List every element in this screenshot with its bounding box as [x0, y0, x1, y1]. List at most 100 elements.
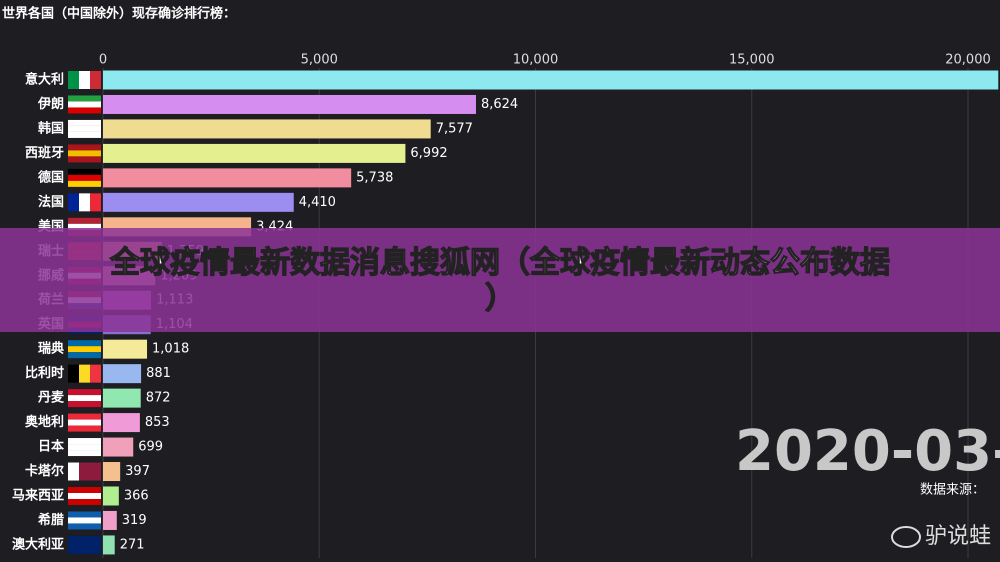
- y-tick-label: 卡塔尔: [25, 463, 64, 479]
- y-tick-label: 日本: [38, 439, 64, 455]
- value-label: 1,018: [152, 342, 189, 357]
- flag: [68, 168, 101, 175]
- date-label: 2020-03-1: [735, 419, 1000, 484]
- flag: [68, 180, 101, 187]
- flag: [68, 450, 101, 457]
- value-label: 366: [124, 488, 149, 503]
- source: 数据来源：: [920, 483, 985, 498]
- bar: [103, 413, 140, 433]
- bar: [103, 364, 142, 384]
- flag: [79, 193, 90, 212]
- bar: [103, 388, 141, 408]
- y-tick-label: 德国: [38, 169, 64, 185]
- flag: [68, 352, 101, 359]
- x-tick-label: 20,000: [945, 53, 991, 68]
- flag: [68, 346, 101, 353]
- flag: [90, 193, 101, 212]
- value-label: 853: [145, 415, 170, 430]
- flag: [68, 101, 101, 108]
- flag: [68, 438, 101, 445]
- flag: [68, 144, 101, 151]
- bar: [103, 462, 121, 482]
- bar: [103, 119, 431, 139]
- bar: [103, 486, 119, 506]
- flag: [68, 462, 79, 481]
- value-label: 8,624: [481, 97, 518, 112]
- flag: [68, 174, 101, 181]
- flag: [68, 193, 79, 212]
- flag: [68, 395, 101, 402]
- flag: [79, 364, 90, 383]
- chart-title: 世界各国（中国除外）现存确诊排行榜：: [2, 6, 236, 22]
- y-tick-label: 西班牙: [25, 145, 64, 161]
- banner-text: 全球疫情最新数据消息搜狐网（全球疫情最新动态公布数据: [109, 246, 890, 281]
- y-tick-label: 比利时: [25, 365, 64, 381]
- bar: [103, 70, 999, 90]
- flag: [68, 107, 101, 114]
- bar: [103, 535, 115, 555]
- bar: [103, 192, 294, 212]
- flag: [90, 364, 101, 383]
- x-tick-label: 15,000: [729, 53, 775, 68]
- value-label: 881: [146, 366, 171, 381]
- banner: [0, 228, 1000, 332]
- flag: [68, 535, 101, 542]
- y-tick-label: 伊朗: [37, 96, 64, 112]
- flag: [68, 401, 101, 408]
- flag: [68, 492, 101, 499]
- banner-text: ）: [485, 282, 515, 317]
- flag: [68, 517, 101, 524]
- bar: [103, 168, 352, 188]
- flag: [79, 71, 90, 89]
- flag: [68, 340, 101, 347]
- bar: [103, 94, 476, 114]
- flag: [68, 156, 101, 163]
- flag: [68, 541, 101, 548]
- y-tick-label: 韩国: [38, 120, 64, 136]
- watermark: 驴说蛙: [925, 524, 991, 549]
- flag: [68, 119, 101, 126]
- flag: [68, 125, 101, 132]
- value-label: 6,992: [410, 146, 447, 161]
- x-tick-label: 0: [99, 53, 107, 68]
- flag: [68, 95, 101, 102]
- flag: [90, 462, 101, 481]
- y-tick-label: 希腊: [38, 512, 64, 528]
- y-tick-label: 马来西亚: [12, 487, 64, 503]
- flag: [68, 71, 79, 89]
- bar: [103, 339, 148, 359]
- y-tick-label: 丹麦: [38, 390, 65, 406]
- weibo-icon: [891, 526, 921, 548]
- flag: [68, 425, 101, 432]
- value-label: 7,577: [436, 121, 473, 136]
- value-label: 4,410: [299, 195, 336, 210]
- y-tick-label: 瑞典: [38, 341, 64, 357]
- value-label: 699: [138, 440, 163, 455]
- bar: [103, 437, 134, 457]
- value-label: 397: [125, 464, 150, 479]
- flag: [68, 511, 101, 518]
- value-label: 872: [146, 391, 171, 406]
- flag: [68, 486, 101, 493]
- y-tick-label: 意大利: [25, 72, 64, 88]
- flag: [90, 71, 101, 89]
- value-label: 5,738: [356, 170, 393, 185]
- flag: [79, 462, 90, 481]
- flag: [68, 498, 101, 505]
- flag: [68, 389, 101, 396]
- y-tick-label: 奥地利: [25, 414, 64, 430]
- bar: [103, 510, 117, 530]
- flag: [68, 419, 101, 426]
- flag: [68, 131, 101, 138]
- y-tick-label: 法国: [38, 194, 64, 210]
- flag: [68, 223, 101, 230]
- flag: [68, 217, 101, 224]
- value-label: 271: [120, 537, 145, 552]
- flag: [68, 150, 101, 157]
- x-tick-label: 10,000: [513, 53, 559, 68]
- bar: [103, 143, 406, 163]
- flag: [68, 364, 79, 383]
- value-label: 319: [122, 513, 147, 528]
